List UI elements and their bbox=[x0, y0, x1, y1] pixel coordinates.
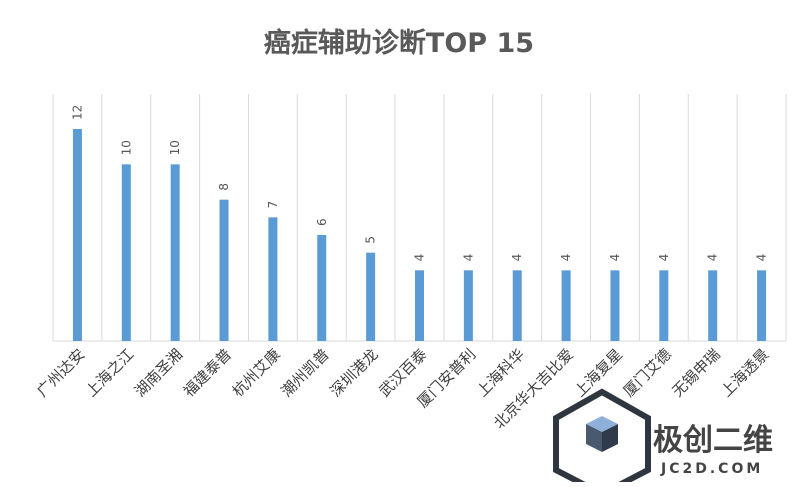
category-label: 杭州艾康 bbox=[229, 345, 284, 400]
value-label: 10 bbox=[119, 140, 133, 155]
bar-3 bbox=[170, 164, 180, 341]
category-label-layer: 广州达安上海之江湖南圣湘福建泰普杭州艾康潮州凯普深圳港龙武汉百泰厦门安普利上海科… bbox=[33, 345, 772, 432]
bar-1 bbox=[72, 129, 82, 341]
value-label: 4 bbox=[461, 254, 475, 262]
bar-14 bbox=[708, 270, 718, 341]
bar-4 bbox=[219, 199, 229, 341]
watermark-en: JC2D.COM bbox=[660, 461, 763, 477]
value-label-layer: 12 10 10 8 7 6 5 4 4 4 4 4 4 4 4 bbox=[70, 105, 768, 262]
value-label: 4 bbox=[413, 254, 427, 262]
bar-5 bbox=[268, 217, 278, 341]
value-label: 4 bbox=[706, 254, 720, 262]
bar-13 bbox=[659, 270, 669, 341]
value-label: 5 bbox=[364, 236, 378, 244]
category-label: 上海之江 bbox=[82, 345, 137, 400]
value-label: 4 bbox=[608, 254, 622, 262]
chart-title: 癌症辅助诊断TOP 15 bbox=[264, 27, 534, 59]
value-label: 10 bbox=[168, 140, 182, 155]
value-label: 8 bbox=[217, 183, 231, 191]
bar-layer bbox=[72, 129, 767, 341]
value-label: 4 bbox=[657, 254, 671, 262]
value-label: 6 bbox=[315, 218, 329, 226]
category-label: 福建泰普 bbox=[180, 345, 235, 400]
bar-7 bbox=[366, 252, 376, 341]
bar-8 bbox=[415, 270, 424, 341]
bar-10 bbox=[512, 270, 522, 341]
value-label: 12 bbox=[70, 105, 84, 120]
watermark: 极创二维 JC2D.COM bbox=[553, 388, 773, 487]
bar-9 bbox=[463, 270, 473, 341]
value-label: 4 bbox=[559, 254, 573, 262]
watermark-cn: 极创二维 bbox=[653, 423, 773, 458]
category-label: 湖南圣湘 bbox=[131, 345, 186, 400]
category-label: 潮州凯普 bbox=[278, 345, 333, 400]
cube-logo-icon bbox=[553, 388, 651, 487]
bar-2 bbox=[121, 164, 131, 341]
bar-12 bbox=[610, 270, 620, 341]
category-label: 上海透景 bbox=[717, 345, 772, 400]
bar-11 bbox=[561, 270, 571, 341]
bar-15 bbox=[757, 270, 767, 341]
bar-6 bbox=[317, 235, 327, 341]
value-label: 4 bbox=[510, 254, 524, 262]
category-label: 无锡申瑞 bbox=[669, 345, 724, 400]
category-label: 厦门艾德 bbox=[620, 345, 675, 400]
category-label: 广州达安 bbox=[33, 345, 88, 400]
category-label: 深圳港龙 bbox=[326, 345, 381, 400]
value-label: 4 bbox=[755, 254, 769, 262]
value-label: 7 bbox=[266, 201, 280, 209]
